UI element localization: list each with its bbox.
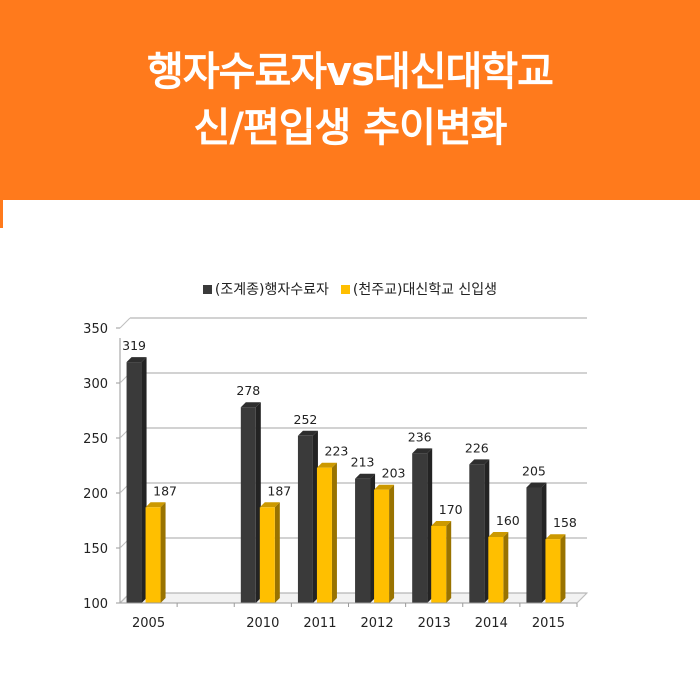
bar-top xyxy=(297,430,318,436)
x-tick-label: 2014 xyxy=(475,616,508,631)
y-tick-label: 200 xyxy=(83,487,108,502)
bar-series-1-2014 xyxy=(469,464,485,603)
data-label: 223 xyxy=(325,444,349,459)
data-label: 203 xyxy=(382,466,406,481)
bar-series-1-2013 xyxy=(412,453,428,603)
bar-series-1-2012 xyxy=(355,478,371,603)
title-line-1: 행자수료자vs대신대학교 xyxy=(147,49,554,95)
data-label: 160 xyxy=(496,513,520,528)
bar-top xyxy=(240,402,261,408)
data-label: 236 xyxy=(408,429,432,444)
bar-side xyxy=(427,448,433,603)
x-tick-label: 2013 xyxy=(418,616,451,631)
data-label: 170 xyxy=(439,502,463,517)
bar-series-1-2010 xyxy=(240,407,256,603)
bar-series-2-2015 xyxy=(545,539,561,603)
data-label: 158 xyxy=(553,515,577,530)
bar-side xyxy=(541,482,547,603)
bar-side xyxy=(331,462,337,603)
x-axis-depth-line xyxy=(576,592,588,604)
bar-top xyxy=(316,462,337,468)
bar-series-2-2010 xyxy=(259,507,275,603)
data-label: 252 xyxy=(294,412,318,427)
y-tick-label: 150 xyxy=(83,542,108,557)
x-tick-label: 2012 xyxy=(361,616,394,631)
bar-side xyxy=(503,532,509,603)
bar-top xyxy=(412,448,433,454)
bar-side xyxy=(274,502,280,603)
data-label: 187 xyxy=(153,483,177,498)
data-label: 278 xyxy=(236,383,260,398)
bar-top xyxy=(431,521,452,526)
bar-series-2-2005 xyxy=(145,507,161,603)
x-tick-label: 2011 xyxy=(303,616,336,631)
bar-side xyxy=(141,357,147,603)
bar-top xyxy=(545,534,566,540)
bar-top xyxy=(259,502,280,508)
legend-item-series-1: (조계종)행자수료자 xyxy=(202,279,329,299)
legend-label-series-2: (천주교)대신학교 신입생 xyxy=(352,282,498,298)
bar-series-2-2012 xyxy=(374,489,390,603)
bar-series-1-2011 xyxy=(297,435,313,603)
title-banner: 행자수료자vs대신대학교 신/편입생 추이변화 xyxy=(0,0,700,200)
bar-side xyxy=(370,473,376,603)
y-tick-label: 300 xyxy=(83,377,108,392)
y-tick-label: 350 xyxy=(83,322,108,337)
bar-side xyxy=(446,521,452,603)
data-label: 187 xyxy=(267,483,291,498)
title-line-2: 신/편입생 추이변화 xyxy=(193,105,508,151)
bar-top xyxy=(355,473,376,479)
x-tick-label: 2015 xyxy=(532,616,565,631)
bar-top xyxy=(374,484,395,490)
data-label: 205 xyxy=(522,464,546,479)
gridline-depth xyxy=(119,317,131,329)
bar-side xyxy=(160,502,166,603)
data-label: 213 xyxy=(351,455,375,470)
bar-series-2-2013 xyxy=(431,526,447,603)
x-tick-label: 2005 xyxy=(132,616,165,631)
legend-item-series-2: (천주교)대신학교 신입생 xyxy=(340,279,498,299)
y-tick-label: 100 xyxy=(83,597,108,612)
data-label: 226 xyxy=(465,440,489,455)
bar-top xyxy=(469,459,490,465)
legend-label-series-1: (조계종)행자수료자 xyxy=(214,282,329,298)
bar-series-2-2011 xyxy=(316,467,332,603)
bar-series-2-2014 xyxy=(488,537,504,603)
bar-side xyxy=(560,534,566,603)
bar-series-1-2015 xyxy=(526,487,542,603)
x-tick-label: 2010 xyxy=(246,616,279,631)
chart-legend: (조계종)행자수료자 (천주교)대신학교 신입생 xyxy=(0,279,700,299)
bar-series-1-2005 xyxy=(126,362,142,603)
bar-side xyxy=(484,459,490,603)
bar-top xyxy=(526,482,547,488)
legend-swatch-series-2 xyxy=(340,284,350,294)
banner-edge-mark xyxy=(0,200,3,228)
bar-top xyxy=(126,357,147,363)
bar-top xyxy=(145,502,166,508)
bar-side xyxy=(389,484,395,603)
data-label: 319 xyxy=(122,338,146,353)
y-tick-label: 250 xyxy=(83,432,108,447)
bar-side xyxy=(255,402,261,603)
bar-side xyxy=(312,430,318,603)
legend-swatch-series-1 xyxy=(202,284,212,294)
chart-floor xyxy=(118,592,589,604)
bar-top xyxy=(488,532,509,537)
